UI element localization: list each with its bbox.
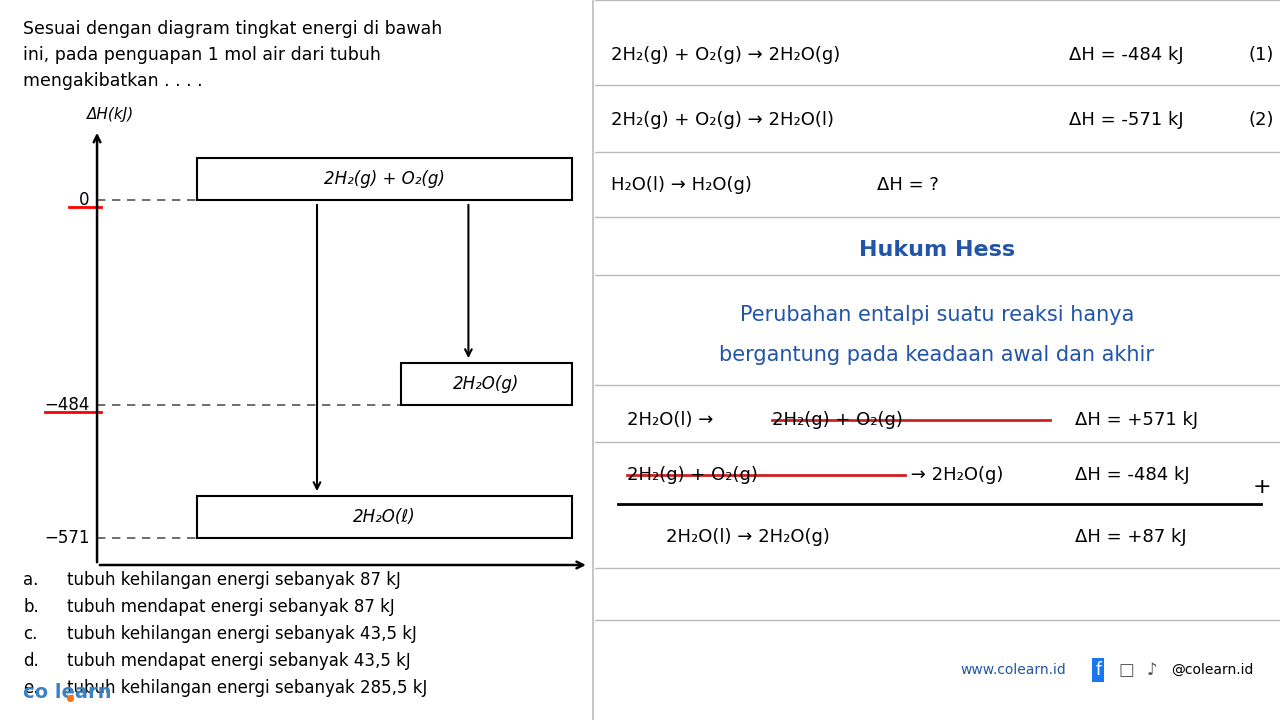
Text: b.: b. xyxy=(23,598,40,616)
Text: (2): (2) xyxy=(1248,111,1274,129)
Text: bergantung pada keadaan awal dan akhir: bergantung pada keadaan awal dan akhir xyxy=(719,345,1155,365)
Text: mengakibatkan . . . .: mengakibatkan . . . . xyxy=(23,72,204,90)
Text: ♪: ♪ xyxy=(1147,661,1157,679)
Text: −571: −571 xyxy=(44,529,90,547)
Text: +: + xyxy=(1252,477,1271,497)
Text: ΔH = -571 kJ: ΔH = -571 kJ xyxy=(1069,111,1184,129)
Text: e.: e. xyxy=(23,679,38,697)
Text: ΔH = ?: ΔH = ? xyxy=(877,176,938,194)
Text: www.colearn.id: www.colearn.id xyxy=(960,663,1066,677)
Text: 2H₂(g) + O₂(g): 2H₂(g) + O₂(g) xyxy=(627,466,758,484)
Text: → 2H₂O(g): → 2H₂O(g) xyxy=(905,466,1004,484)
Text: a.: a. xyxy=(23,571,38,589)
Text: ΔH = +87 kJ: ΔH = +87 kJ xyxy=(1075,528,1187,546)
Text: H₂O(l) → H₂O(g): H₂O(l) → H₂O(g) xyxy=(611,176,751,194)
Text: 2H₂O(ℓ): 2H₂O(ℓ) xyxy=(353,508,416,526)
Text: (1): (1) xyxy=(1248,46,1274,64)
Text: ΔH = -484 kJ: ΔH = -484 kJ xyxy=(1075,466,1190,484)
Text: 2H₂(g) + O₂(g) → 2H₂O(g): 2H₂(g) + O₂(g) → 2H₂O(g) xyxy=(611,46,840,64)
Text: 0: 0 xyxy=(79,191,90,209)
Bar xyxy=(197,496,572,538)
Text: co learn: co learn xyxy=(23,683,111,702)
Text: Hukum Hess: Hukum Hess xyxy=(859,240,1015,260)
Bar xyxy=(401,363,572,405)
Text: f: f xyxy=(1096,661,1101,679)
Text: @colearn.id: @colearn.id xyxy=(1171,663,1253,677)
Text: 2H₂O(l) →: 2H₂O(l) → xyxy=(627,411,719,429)
Text: tubuh kehilangan energi sebanyak 87 kJ: tubuh kehilangan energi sebanyak 87 kJ xyxy=(68,571,401,589)
Text: 2H₂O(g): 2H₂O(g) xyxy=(453,375,520,393)
Text: 2H₂(g) + O₂(g): 2H₂(g) + O₂(g) xyxy=(772,411,902,429)
Text: 2H₂(g) + O₂(g) → 2H₂O(l): 2H₂(g) + O₂(g) → 2H₂O(l) xyxy=(611,111,833,129)
Text: −484: −484 xyxy=(44,396,90,414)
Text: ΔH = -484 kJ: ΔH = -484 kJ xyxy=(1069,46,1184,64)
Text: Sesuai dengan diagram tingkat energi di bawah: Sesuai dengan diagram tingkat energi di … xyxy=(23,20,443,38)
Text: ΔH(kJ): ΔH(kJ) xyxy=(87,107,134,122)
Text: tubuh mendapat energi sebanyak 43,5 kJ: tubuh mendapat energi sebanyak 43,5 kJ xyxy=(68,652,411,670)
Text: ΔH = +571 kJ: ΔH = +571 kJ xyxy=(1075,411,1198,429)
Text: tubuh mendapat energi sebanyak 87 kJ: tubuh mendapat energi sebanyak 87 kJ xyxy=(68,598,396,616)
Text: d.: d. xyxy=(23,652,40,670)
Text: ini, pada penguapan 1 mol air dari tubuh: ini, pada penguapan 1 mol air dari tubuh xyxy=(23,46,381,64)
Text: □: □ xyxy=(1119,661,1134,679)
Text: 2H₂(g) + O₂(g): 2H₂(g) + O₂(g) xyxy=(324,170,444,188)
Text: tubuh kehilangan energi sebanyak 285,5 kJ: tubuh kehilangan energi sebanyak 285,5 k… xyxy=(68,679,428,697)
Text: 2H₂O(l) → 2H₂O(g): 2H₂O(l) → 2H₂O(g) xyxy=(666,528,829,546)
Text: Perubahan entalpi suatu reaksi hanya: Perubahan entalpi suatu reaksi hanya xyxy=(740,305,1134,325)
Text: tubuh kehilangan energi sebanyak 43,5 kJ: tubuh kehilangan energi sebanyak 43,5 kJ xyxy=(68,625,417,643)
Text: c.: c. xyxy=(23,625,37,643)
Bar xyxy=(197,158,572,200)
